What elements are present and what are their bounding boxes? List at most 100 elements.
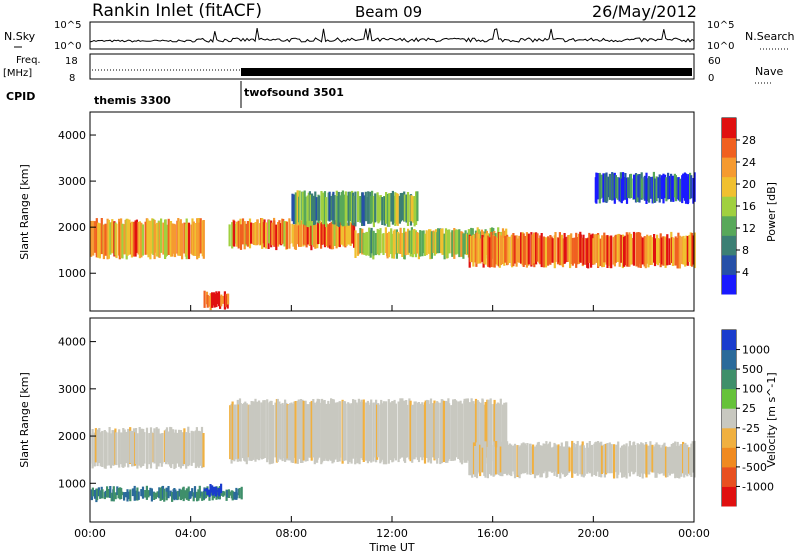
heatmap-cell	[573, 447, 577, 474]
heatmap-cell	[597, 234, 600, 267]
heatmap-cell	[460, 403, 464, 465]
heatmap-cell	[233, 491, 236, 500]
heatmap-cell	[109, 433, 113, 469]
heatmap-cell	[97, 487, 100, 497]
heatmap-cell	[351, 192, 355, 226]
heatmap-cell	[403, 194, 406, 222]
heatmap-cell	[140, 428, 143, 467]
heatmap-cell	[316, 398, 319, 460]
heatmap-cell	[244, 401, 247, 462]
heatmap-cell	[537, 441, 540, 474]
heatmap-cell	[422, 230, 425, 254]
nsky-tick-top: 10^5	[54, 20, 81, 31]
heatmap-cell	[203, 487, 206, 499]
heatmap-cell	[215, 490, 219, 493]
heatmap-cell	[413, 229, 416, 255]
heatmap-cell	[245, 403, 248, 465]
heatmap-cell	[551, 238, 554, 263]
heatmap-cell	[235, 492, 238, 499]
heatmap-cell	[234, 404, 237, 460]
heatmap-cell	[356, 404, 359, 464]
heatmap-cell	[254, 222, 257, 246]
heatmap-cell	[310, 400, 313, 461]
heatmap-cell	[191, 218, 194, 256]
heatmap-cell	[571, 237, 574, 266]
heatmap-cell	[406, 404, 409, 458]
heatmap-cell	[170, 427, 173, 469]
heatmap-cell	[394, 192, 397, 226]
heatmap-cell	[483, 237, 486, 264]
heatmap-cell	[132, 221, 135, 257]
heatmap-cell	[206, 488, 209, 495]
heatmap-cell	[417, 233, 420, 260]
heatmap-cell	[93, 490, 96, 499]
heatmap-cell	[333, 222, 336, 246]
heatmap-cell	[313, 224, 316, 248]
heatmap-cell	[458, 229, 461, 258]
heatmap-cell	[412, 196, 415, 223]
heatmap-cell	[336, 196, 339, 226]
heatmap-cell	[203, 290, 206, 308]
heatmap-cell	[554, 444, 557, 472]
nsky-line	[89, 28, 695, 44]
heatmap-cell	[563, 446, 566, 477]
heatmap-cell	[489, 404, 493, 458]
heatmap-cell	[431, 403, 434, 458]
colorbar-tick-label: -100	[742, 441, 767, 454]
heatmap-cell	[258, 400, 261, 461]
heatmap-cell	[104, 490, 107, 498]
colorbar-tick-label: 24	[742, 156, 756, 169]
heatmap-cell	[156, 491, 159, 498]
colorbar-segment	[722, 486, 736, 507]
velocity-colorbar-ticks: 1000 500 100 25 -25 -100 -500 -1000	[736, 344, 774, 493]
x-tick-label: 12:00	[376, 527, 408, 540]
heatmap-cell	[266, 403, 269, 460]
heatmap-cell	[229, 405, 232, 460]
heatmap-cell	[586, 442, 589, 474]
heatmap-cell	[689, 447, 692, 476]
heatmap-cell	[167, 486, 170, 499]
heatmap-cell	[146, 433, 149, 469]
x-tick-label: 00:00	[74, 527, 106, 540]
heatmap-cell	[279, 403, 282, 460]
heatmap-cell	[372, 230, 375, 256]
heatmap-cell	[481, 399, 484, 459]
heatmap-cell	[189, 491, 192, 499]
heatmap-cell	[618, 234, 621, 267]
heatmap-cell	[115, 223, 118, 259]
heatmap-cell	[263, 400, 266, 458]
heatmap-cell	[154, 224, 157, 253]
heatmap-cell	[398, 233, 401, 254]
heatmap-cell	[453, 399, 456, 461]
heatmap-cell	[130, 221, 133, 258]
heatmap-cell	[292, 194, 295, 225]
colorbar-tick-label: -1000	[742, 480, 774, 493]
heatmap-cell	[165, 491, 168, 501]
heatmap-cell	[101, 489, 104, 499]
heatmap-cell	[679, 178, 682, 202]
heatmap-cell	[690, 175, 693, 199]
heatmap-cell	[123, 429, 126, 467]
heatmap-cell	[664, 446, 668, 478]
heatmap-cell	[359, 196, 362, 223]
heatmap-cell	[342, 401, 345, 461]
heatmap-cell	[335, 220, 338, 249]
heatmap-cell	[138, 221, 141, 259]
heatmap-cell	[288, 223, 291, 244]
heatmap-cell	[126, 218, 129, 256]
heatmap-cell	[290, 402, 293, 463]
heatmap-cell	[185, 432, 188, 469]
heatmap-cell	[651, 176, 654, 204]
heatmap-cell	[209, 293, 212, 311]
heatmap-cell	[600, 445, 604, 474]
heatmap-cell	[665, 177, 668, 202]
heatmap-cell	[329, 223, 332, 246]
heatmap-cell	[567, 235, 570, 262]
heatmap-cell	[655, 442, 658, 478]
x-tick-label: 20:00	[577, 527, 609, 540]
heatmap-cell	[196, 218, 199, 260]
heatmap-cell	[603, 232, 606, 263]
heatmap-cell	[151, 218, 154, 254]
heatmap-cell	[414, 401, 417, 458]
heatmap-cell	[332, 399, 335, 463]
